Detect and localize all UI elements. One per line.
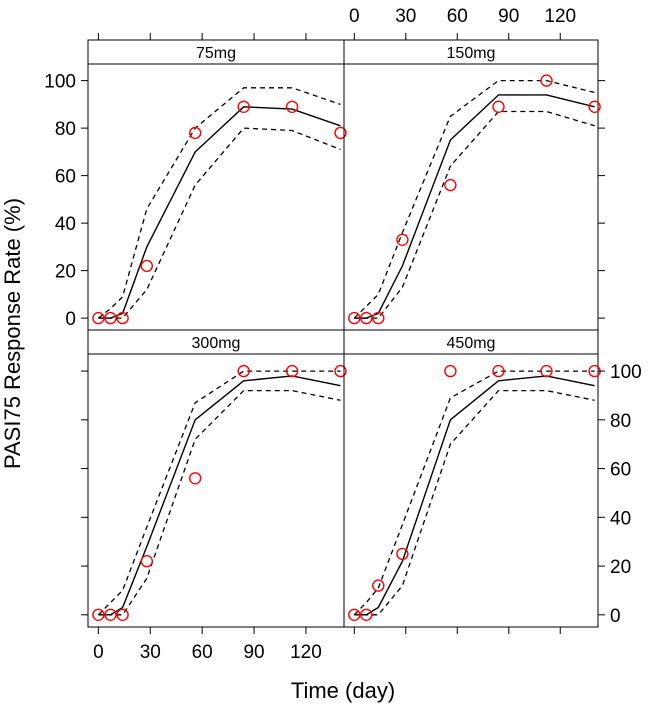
upper-ci-line-75mg <box>97 87 341 319</box>
strip-label-75mg: 75mg <box>196 45 236 62</box>
y-tick-label-left-80: 80 <box>55 119 76 140</box>
x-tick-label-top-30: 30 <box>395 6 416 27</box>
x-tick-label-top-120: 120 <box>544 6 576 27</box>
strip-150mg <box>343 39 599 65</box>
observed-point-450mg-2 <box>372 579 385 592</box>
observed-point-150mg-4 <box>444 178 457 192</box>
y-tick-label-right-100: 100 <box>610 362 642 383</box>
x-tick-label-bottom-60: 60 <box>192 642 213 663</box>
y-axis-title: PASI75 Response Rate (%) <box>0 198 25 469</box>
panel-150mg: 150mg <box>343 39 601 331</box>
panel-frame-150mg <box>343 63 599 331</box>
lower-ci-line-300mg <box>98 389 341 616</box>
upper-ci-line-300mg <box>97 370 341 616</box>
x-tick-label-bottom-90: 90 <box>243 642 264 663</box>
observed-point-75mg-7 <box>334 126 347 140</box>
observed-point-150mg-5 <box>492 100 505 114</box>
observed-point-450mg-4 <box>444 364 457 378</box>
observed-point-300mg-3 <box>140 555 154 568</box>
observed-point-300mg-7 <box>334 364 347 378</box>
observed-point-150mg-2 <box>372 311 385 325</box>
observed-point-300mg-1 <box>104 608 117 621</box>
observed-point-150mg-6 <box>540 74 553 87</box>
observed-point-75mg-5 <box>237 100 250 114</box>
y-tick-label-right-40: 40 <box>610 508 631 529</box>
observed-point-150mg-0 <box>348 311 361 325</box>
panel-frame-300mg <box>87 353 345 628</box>
strip-label-300mg: 300mg <box>192 335 241 352</box>
observed-point-450mg-0 <box>348 608 361 621</box>
observed-point-450mg-1 <box>360 608 373 621</box>
y-tick-label-left-40: 40 <box>55 214 76 235</box>
upper-ci-line-150mg <box>353 79 595 319</box>
panel-75mg: 75mg <box>87 39 347 331</box>
median-line-75mg <box>98 106 341 319</box>
y-tick-label-left-100: 100 <box>44 72 76 93</box>
observed-point-150mg-3 <box>396 233 409 247</box>
observed-point-75mg-3 <box>140 259 154 273</box>
x-axis-title: Time (day) <box>291 678 395 703</box>
observed-point-300mg-6 <box>285 364 299 378</box>
lower-ci-line-75mg <box>98 127 341 319</box>
observed-point-300mg-0 <box>92 608 105 621</box>
observed-point-75mg-2 <box>116 311 129 325</box>
observed-point-300mg-5 <box>237 364 250 378</box>
lower-ci-line-450mg <box>354 389 595 616</box>
median-line-300mg <box>98 375 341 616</box>
y-tick-label-left-60: 60 <box>55 167 76 188</box>
panel-frame-75mg <box>87 63 345 331</box>
strip-450mg <box>343 329 599 355</box>
y-tick-label-right-20: 20 <box>610 557 631 578</box>
observed-point-75mg-4 <box>188 126 202 140</box>
y-tick-label-right-0: 0 <box>610 606 621 627</box>
observed-point-75mg-1 <box>104 311 117 325</box>
panel-450mg: 450mg <box>343 329 601 628</box>
median-line-150mg <box>354 94 595 319</box>
x-tick-label-bottom-0: 0 <box>93 642 104 663</box>
strip-75mg <box>87 39 345 65</box>
observed-point-450mg-6 <box>540 364 553 378</box>
panel-frame-450mg <box>343 353 599 628</box>
strip-300mg <box>87 329 345 355</box>
x-tick-label-top-60: 60 <box>447 6 468 27</box>
y-tick-label-left-20: 20 <box>55 262 76 283</box>
y-tick-label-right-60: 60 <box>610 460 631 481</box>
y-tick-label-right-80: 80 <box>610 411 631 432</box>
observed-point-300mg-4 <box>188 472 202 485</box>
observed-point-150mg-7 <box>588 100 601 114</box>
upper-ci-line-450mg <box>353 370 595 616</box>
x-tick-label-bottom-30: 30 <box>140 642 161 663</box>
observed-point-150mg-1 <box>360 311 373 325</box>
strip-label-150mg: 150mg <box>447 45 496 62</box>
lower-ci-line-150mg <box>354 110 595 319</box>
y-tick-label-left-0: 0 <box>65 309 76 330</box>
observed-point-450mg-5 <box>492 364 505 378</box>
observed-point-75mg-0 <box>92 311 105 325</box>
x-tick-label-top-90: 90 <box>498 6 519 27</box>
observed-point-75mg-6 <box>285 100 299 114</box>
observed-point-300mg-2 <box>116 608 129 621</box>
x-tick-label-top-0: 0 <box>349 6 360 27</box>
strip-label-450mg: 450mg <box>447 335 496 352</box>
median-line-450mg <box>354 375 595 616</box>
observed-point-450mg-3 <box>396 547 409 561</box>
panel-300mg: 300mg <box>87 329 347 628</box>
x-tick-label-bottom-120: 120 <box>290 642 322 663</box>
